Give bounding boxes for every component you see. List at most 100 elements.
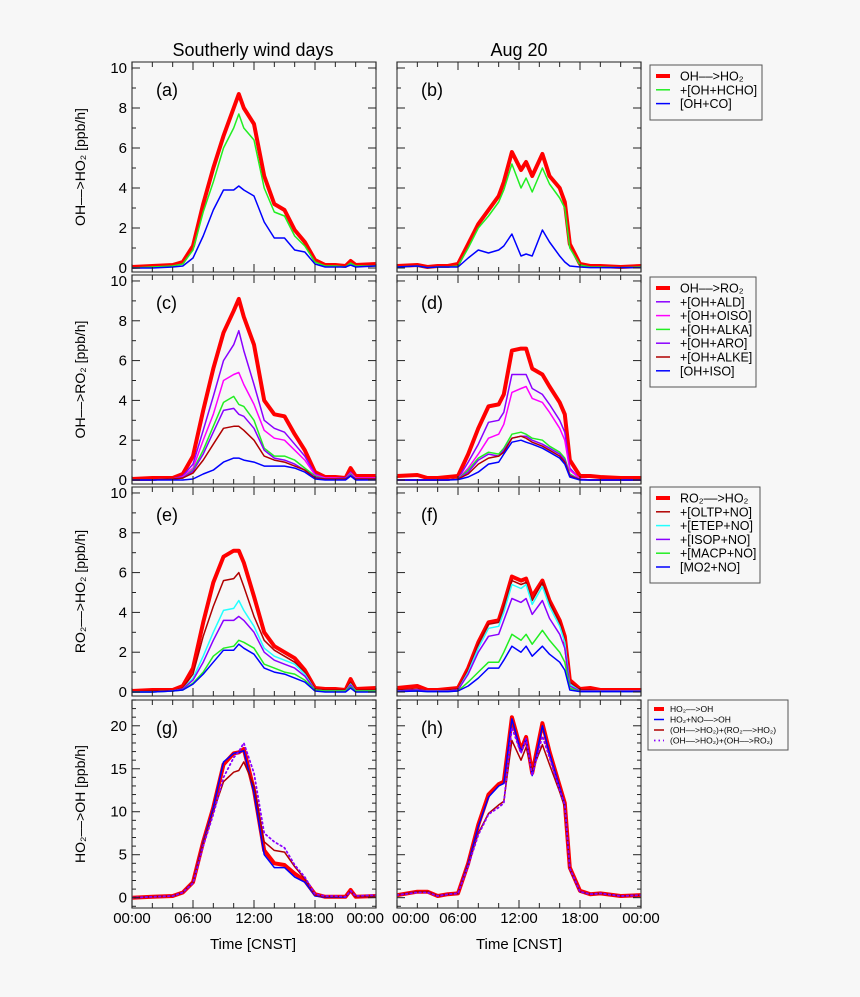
y-tick-label: 8 [119, 525, 127, 542]
y-tick-label: 10 [110, 485, 127, 502]
series-line [397, 629, 641, 693]
series-line [397, 597, 641, 692]
series-line [132, 113, 376, 269]
legend: RO₂––>HO₂+[OLTP+NO]+[ETEP+NO]+[ISOP+NO]+… [649, 486, 761, 584]
y-tick-label: 4 [119, 392, 127, 409]
legend-item: +[OH+HCHO] [656, 83, 757, 97]
series-line [397, 583, 641, 692]
y-tick-label: 8 [119, 313, 127, 330]
legend-item: OH––>RO₂ [656, 282, 744, 296]
legend-label: OH––>HO₂ [680, 70, 744, 84]
y-tick-label: 10 [110, 804, 127, 821]
legend-label: RO₂––>HO₂ [680, 492, 749, 506]
panel-c: 0 2 4 6 8 10 OH––>RO₂ [ppb/h] (c) [72, 273, 377, 489]
legend-label: (OH––>HO₂)+(RO₂––>HO₂) [670, 725, 776, 735]
legend-item: +[OH+ALD] [656, 295, 745, 309]
panel-h: 00:00 06:00 12:00 18:00 00:00 (h) [392, 699, 660, 927]
series-group [132, 742, 376, 900]
series-line [132, 747, 376, 900]
legend-item: HO₂+NO––>OH [654, 715, 731, 725]
legend-label: HO₂––>OH [670, 704, 713, 714]
y-tick-label: 0 [119, 890, 127, 907]
series-line [397, 431, 641, 481]
x-tick-label: 00:00 [346, 910, 384, 927]
y-tick-label: 2 [119, 644, 127, 661]
legend-label: +[OH+OISO] [680, 309, 752, 323]
legend-label: OH––>RO₂ [680, 282, 744, 296]
series-line [132, 92, 376, 269]
series-line [397, 373, 641, 481]
y-tick-label: 0 [119, 472, 127, 489]
series-line [397, 346, 641, 480]
legend-item: [MO2+NO] [656, 561, 740, 575]
legend-item: HO₂––>OH [654, 704, 713, 714]
series-line [397, 726, 641, 897]
x-axis-label-left: Time [CNST] [209, 936, 297, 953]
column-title-southerly: Southerly wind days [172, 40, 334, 60]
panel-label: (g) [156, 718, 178, 738]
x-tick-label: 00:00 [113, 910, 151, 927]
legend-item: +[OH+ALKA] [656, 323, 752, 337]
legend-label: +[OH+HCHO] [680, 83, 757, 97]
x-tick-label: 00:00 [622, 910, 660, 927]
x-tick-label: 00:00 [392, 910, 430, 927]
panel-label: (a) [156, 80, 178, 100]
legend-item: +[OH+OISO] [656, 309, 752, 323]
y-tick-label: 6 [119, 140, 127, 157]
series-group [132, 92, 376, 269]
panel-label: (e) [156, 505, 178, 525]
legend-label: +[OH+ARO] [680, 337, 747, 351]
series-line [132, 643, 376, 693]
legend-item: [OH+CO] [656, 97, 732, 111]
y-axis-label: OH––>HO₂ [ppb/h] [72, 108, 88, 226]
legend-item: +[OH+ARO] [656, 337, 747, 351]
y-tick-label: 8 [119, 100, 127, 117]
legend-item: (OH––>HO₂)+(OH––>RO₂) [654, 736, 773, 746]
series-line [397, 579, 641, 692]
x-tick-label: 18:00 [296, 910, 334, 927]
y-tick-label: 0 [119, 260, 127, 277]
column-title-aug20: Aug 20 [490, 40, 548, 60]
legend-label: +[MACP+NO] [680, 547, 756, 561]
series-line [397, 645, 641, 693]
y-tick-label: 5 [119, 847, 127, 864]
legend-item: OH––>HO₂ [656, 70, 744, 84]
series-line [132, 742, 376, 899]
y-tick-label: 6 [119, 565, 127, 582]
series-line [132, 457, 376, 481]
y-tick-label: 15 [110, 761, 127, 778]
y-tick-label: 0 [119, 684, 127, 701]
legend-item: (OH––>HO₂)+(RO₂––>HO₂) [654, 725, 776, 735]
y-tick-label: 20 [110, 718, 127, 735]
y-tick-label: 10 [110, 273, 127, 290]
legend-label: +[OH+ALKE] [680, 351, 752, 365]
x-tick-label: 06:00 [174, 910, 212, 927]
series-line [397, 439, 641, 481]
y-tick-label: 4 [119, 180, 127, 197]
series-group [397, 574, 641, 693]
legend-item: [OH+ISO] [656, 364, 735, 378]
legend-item: +[ISOP+NO] [656, 533, 750, 547]
legend: OH––>RO₂+[OH+ALD]+[OH+OISO]+[OH+ALKA]+[O… [649, 276, 757, 388]
legend-item: +[OLTP+NO] [656, 505, 752, 519]
legend: OH––>HO₂+[OH+HCHO] [OH+CO] [649, 64, 763, 121]
y-tick-label: 2 [119, 432, 127, 449]
legend-label: +[OH+ALD] [680, 295, 745, 309]
series-group [132, 296, 376, 481]
legend-label: +[ISOP+NO] [680, 533, 750, 547]
panel-g: 0 5 10 15 20 HO₂––>OH [ppb/h] 00:00 06:00 12:00 1… [72, 699, 384, 927]
series-group [397, 346, 641, 481]
legend-box [649, 64, 763, 121]
panel-label: (f) [421, 505, 438, 525]
legend-label: +[OH+ALKA] [680, 323, 752, 337]
series-line [132, 296, 376, 481]
series-line [397, 739, 641, 897]
panel-label: (c) [156, 293, 177, 313]
legend-item: RO₂––>HO₂ [656, 492, 749, 506]
legend-label: HO₂+NO––>OH [670, 715, 731, 725]
legend-label: [OH+CO] [680, 97, 732, 111]
series-group [397, 150, 641, 269]
panel-label: (d) [421, 293, 443, 313]
legend-label: +[ETEP+NO] [680, 519, 753, 533]
x-tick-label: 12:00 [500, 910, 538, 927]
